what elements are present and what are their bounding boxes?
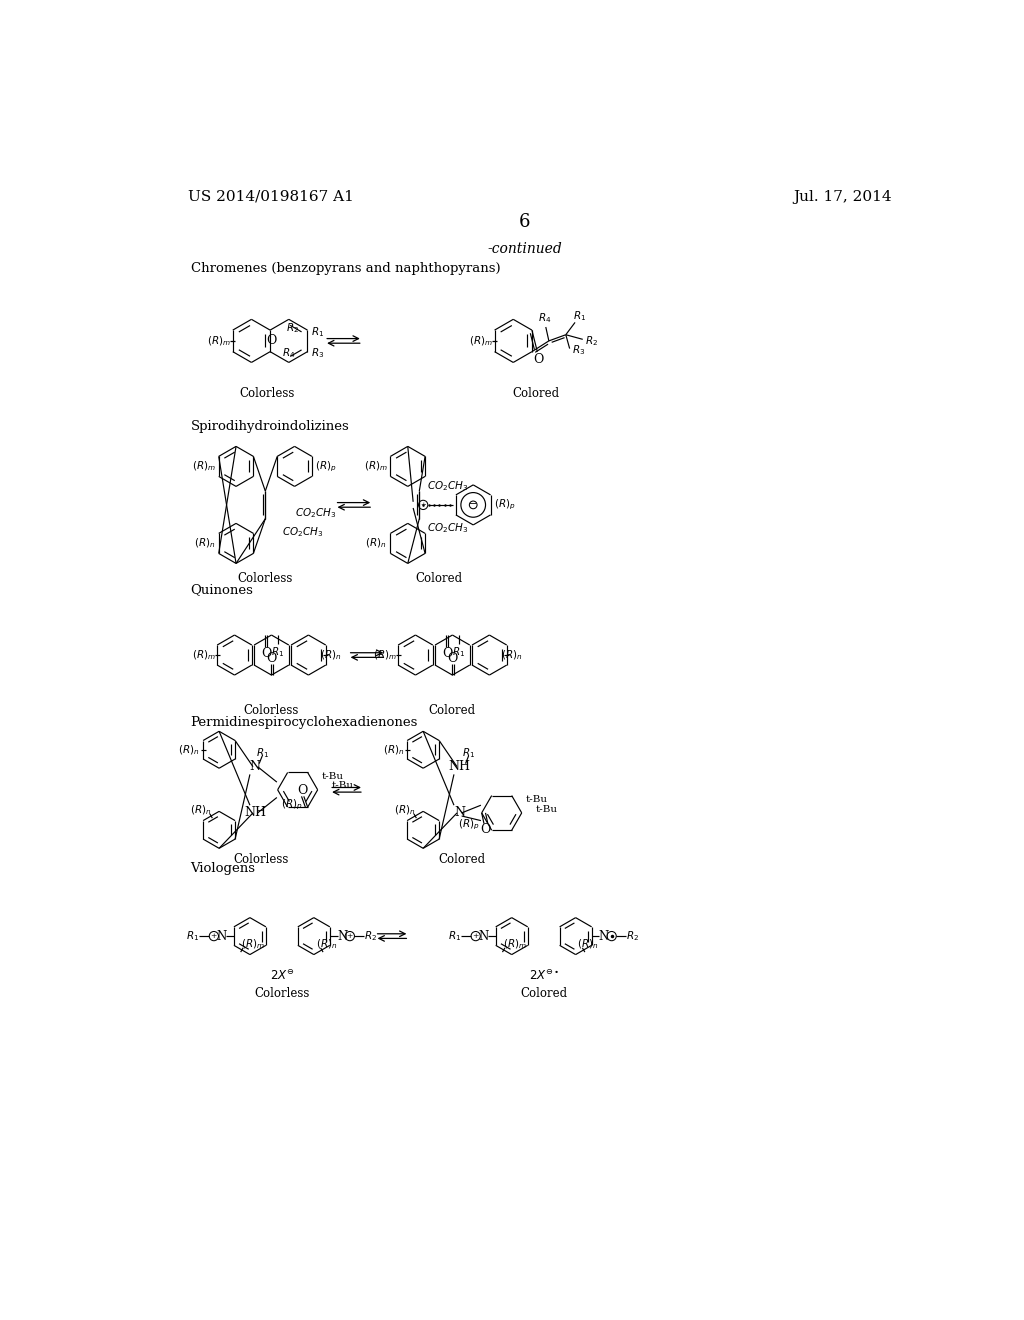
Text: $(R)_n$: $(R)_n$ bbox=[319, 648, 341, 661]
Text: $R_3$: $R_3$ bbox=[311, 346, 325, 360]
Text: $(R)_m$: $(R)_m$ bbox=[241, 937, 264, 952]
Text: N: N bbox=[599, 929, 609, 942]
Text: $R_2$: $R_2$ bbox=[286, 322, 299, 335]
Text: $(R)_m$: $(R)_m$ bbox=[207, 334, 231, 347]
Text: $R_2$: $R_2$ bbox=[626, 929, 639, 942]
Text: Colored: Colored bbox=[438, 853, 485, 866]
Text: $(R)_n$: $(R)_n$ bbox=[315, 937, 337, 952]
Text: +: + bbox=[472, 932, 479, 940]
Text: $R_4$: $R_4$ bbox=[538, 312, 551, 326]
Text: $R_1$: $R_1$ bbox=[462, 746, 475, 760]
Text: $R_1$: $R_1$ bbox=[449, 929, 462, 942]
Text: O: O bbox=[262, 647, 272, 660]
Text: $(R)_n$: $(R)_n$ bbox=[366, 537, 387, 550]
Text: O: O bbox=[442, 647, 453, 660]
Text: $R_1$: $R_1$ bbox=[256, 746, 269, 760]
Text: t-Bu: t-Bu bbox=[322, 772, 343, 781]
Text: $R_1$: $R_1$ bbox=[311, 325, 324, 338]
Text: Colored: Colored bbox=[513, 387, 560, 400]
Text: Viologens: Viologens bbox=[190, 862, 256, 875]
Text: Colorless: Colorless bbox=[244, 704, 299, 717]
Text: t-Bu: t-Bu bbox=[536, 805, 558, 813]
Text: 6: 6 bbox=[519, 213, 530, 231]
Text: US 2014/0198167 A1: US 2014/0198167 A1 bbox=[188, 190, 354, 203]
Text: $R_1$: $R_1$ bbox=[573, 309, 587, 323]
Text: $(R)_n$: $(R)_n$ bbox=[189, 804, 211, 817]
Text: $R_1$: $R_1$ bbox=[186, 929, 200, 942]
Text: Permidinespirocyclohexadienones: Permidinespirocyclohexadienones bbox=[190, 717, 418, 730]
Text: $R_2$: $R_2$ bbox=[365, 929, 377, 942]
Text: +: + bbox=[420, 500, 426, 510]
Text: $(R)_n$: $(R)_n$ bbox=[178, 743, 200, 756]
Text: +: + bbox=[347, 932, 353, 940]
Text: $R_1$: $R_1$ bbox=[452, 645, 465, 659]
Text: $(R)_p$: $(R)_p$ bbox=[494, 498, 516, 512]
Text: O: O bbox=[534, 352, 544, 366]
Text: $(R)_m$: $(R)_m$ bbox=[365, 459, 388, 473]
Text: Chromenes (benzopyrans and naphthopyrans): Chromenes (benzopyrans and naphthopyrans… bbox=[190, 261, 501, 275]
Text: Quinones: Quinones bbox=[190, 583, 254, 597]
Text: $(R)_p$: $(R)_p$ bbox=[458, 817, 479, 832]
Text: $(R)_m$: $(R)_m$ bbox=[191, 648, 216, 661]
Text: N: N bbox=[337, 929, 347, 942]
Text: O: O bbox=[447, 652, 458, 665]
Text: NH: NH bbox=[449, 760, 470, 774]
Text: $(R)_m$: $(R)_m$ bbox=[373, 648, 396, 661]
Text: $CO_2CH_3$: $CO_2CH_3$ bbox=[427, 479, 468, 492]
Text: O: O bbox=[480, 824, 490, 837]
Text: Spirodihydroindolizines: Spirodihydroindolizines bbox=[190, 420, 349, 433]
Text: $R_2$: $R_2$ bbox=[586, 334, 598, 347]
Text: Jul. 17, 2014: Jul. 17, 2014 bbox=[793, 190, 891, 203]
Text: Colorless: Colorless bbox=[255, 987, 310, 1001]
Text: -continued: -continued bbox=[487, 243, 562, 256]
Text: −: − bbox=[469, 500, 477, 510]
Text: $CO_2CH_3$: $CO_2CH_3$ bbox=[427, 521, 468, 535]
Text: $R_4$: $R_4$ bbox=[282, 346, 296, 360]
Text: $(R)_p$: $(R)_p$ bbox=[281, 799, 302, 812]
Text: $(R)_n$: $(R)_n$ bbox=[194, 537, 215, 550]
Text: $CO_2CH_3$: $CO_2CH_3$ bbox=[283, 525, 324, 539]
Text: O: O bbox=[266, 652, 276, 665]
Text: $(R)_n$: $(R)_n$ bbox=[501, 648, 522, 661]
Text: Colorless: Colorless bbox=[240, 387, 295, 400]
Text: $(R)_n$: $(R)_n$ bbox=[393, 804, 415, 817]
Text: Colored: Colored bbox=[429, 704, 476, 717]
Text: $(R)_n$: $(R)_n$ bbox=[383, 743, 404, 756]
Text: t-Bu: t-Bu bbox=[332, 781, 353, 791]
Text: N: N bbox=[478, 929, 488, 942]
Text: N: N bbox=[454, 807, 465, 820]
Text: $(R)_m$: $(R)_m$ bbox=[193, 459, 216, 473]
Text: +: + bbox=[211, 932, 217, 940]
Text: $2X^{\ominus}$: $2X^{\ominus}$ bbox=[270, 969, 295, 983]
Text: Colorless: Colorless bbox=[238, 572, 293, 585]
Text: NH: NH bbox=[245, 807, 266, 820]
Text: $(R)_m$: $(R)_m$ bbox=[469, 334, 493, 347]
Text: $CO_2CH_3$: $CO_2CH_3$ bbox=[295, 506, 336, 520]
Text: $(R)_n$: $(R)_n$ bbox=[578, 937, 599, 952]
Text: Colored: Colored bbox=[520, 987, 567, 1001]
Text: N: N bbox=[250, 760, 261, 774]
Text: $(R)_p$: $(R)_p$ bbox=[315, 459, 337, 474]
Text: t-Bu: t-Bu bbox=[525, 795, 548, 804]
Text: O: O bbox=[266, 334, 276, 347]
Text: O: O bbox=[297, 784, 307, 797]
Text: Colorless: Colorless bbox=[233, 853, 289, 866]
Text: Colored: Colored bbox=[415, 572, 462, 585]
Text: $2X^{\ominus\bullet}$: $2X^{\ominus\bullet}$ bbox=[528, 969, 559, 983]
Text: $R_1$: $R_1$ bbox=[271, 645, 285, 659]
Text: N: N bbox=[216, 929, 226, 942]
Text: $R_3$: $R_3$ bbox=[572, 343, 586, 356]
Text: $(R)_m$: $(R)_m$ bbox=[503, 937, 526, 952]
